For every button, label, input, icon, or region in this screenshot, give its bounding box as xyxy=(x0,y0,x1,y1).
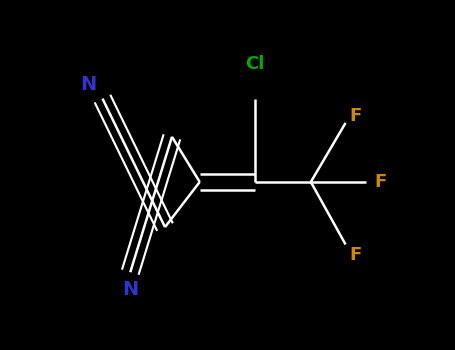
Text: F: F xyxy=(350,107,362,125)
Text: Cl: Cl xyxy=(246,55,265,73)
Text: F: F xyxy=(350,246,362,264)
Text: N: N xyxy=(81,75,97,94)
Text: F: F xyxy=(374,173,386,191)
Text: N: N xyxy=(122,280,138,299)
